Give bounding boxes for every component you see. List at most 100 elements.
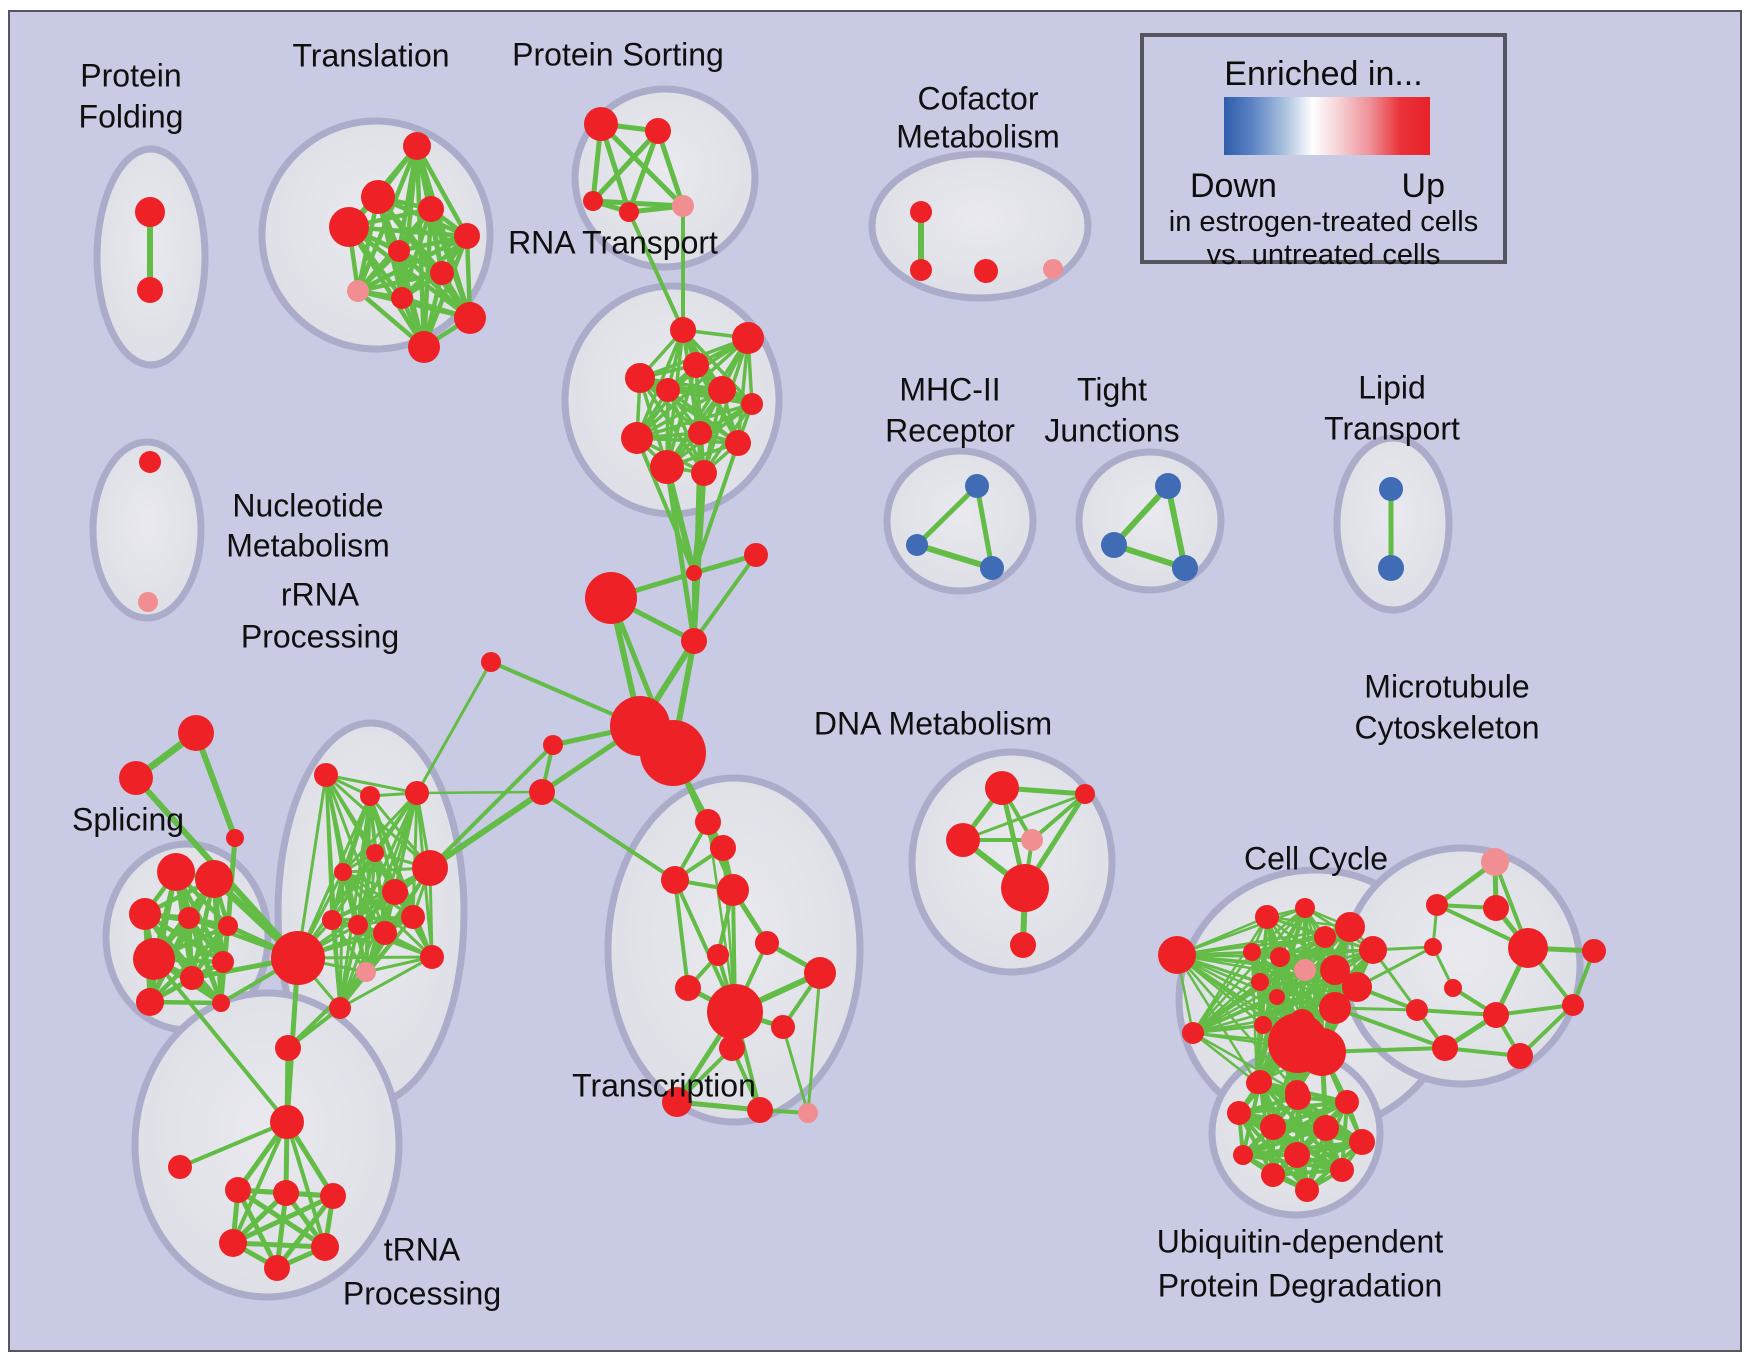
enrichment-edge [598, 121, 686, 209]
gene-set-node-ubiquitin-dependent-protein-degradation [1260, 1114, 1286, 1140]
enrichment-edge [231, 1120, 289, 1245]
gene-set-node-ubiquitin-dependent-protein-degradation [1285, 1084, 1311, 1110]
gene-set-node-protein-folding [135, 197, 165, 227]
gene-set-node-transcription [755, 931, 779, 955]
enrichment-edge [655, 128, 686, 209]
enrichment-edge [1165, 483, 1188, 571]
enrichment-edge [178, 1120, 289, 1169]
gene-set-node-cell-cycle [1342, 972, 1372, 1002]
gene-set-node-translation [454, 302, 486, 334]
gene-set-node-lipid-transport [1378, 555, 1404, 581]
gene-set-node-microtubule-cytoskeleton [1507, 1043, 1533, 1069]
gene-set-node-rrna-processing [405, 781, 429, 805]
gene-set-node-cell-cycle [1243, 943, 1261, 961]
enrichment-edge [330, 918, 342, 1010]
enrichment-edge [1191, 906, 1307, 1035]
enrichment-edge [1278, 948, 1375, 959]
gene-set-node-translation [347, 280, 369, 302]
gene-set-node-translation [418, 196, 444, 222]
enrichment-edge [338, 955, 434, 1010]
cluster-ellipse-nucleotide-metabolism [89, 438, 205, 622]
gene-set-node-cell-cycle [1320, 955, 1350, 985]
enrichment-edge [1250, 950, 1259, 1085]
gene-set-node-bridge [744, 543, 768, 567]
gene-set-node-dna-metabolism [1075, 784, 1095, 804]
enrichment-edge [1030, 792, 1087, 842]
gene-set-node-cell-cycle [1295, 898, 1315, 918]
gene-set-node-rrna-processing [412, 850, 448, 886]
enrichment-edge [635, 436, 696, 575]
enrichment-edge [1271, 1140, 1364, 1177]
gene-set-node-cell-cycle [1319, 992, 1351, 1024]
cluster-label-microtubule-cytoskeleton: Cytoskeleton [1355, 709, 1540, 745]
gene-set-node-translation [361, 180, 395, 214]
gene-set-node-splicing [136, 988, 164, 1016]
cluster-ellipse-protein-sorting [571, 85, 759, 271]
gene-set-node-trna-processing [311, 1233, 339, 1261]
gene-set-node-cell-cycle [1269, 989, 1285, 1005]
gene-set-node-protein-sorting [583, 191, 603, 211]
cluster-label-tight-junctions: Junctions [1044, 412, 1179, 448]
enrichment-edge [673, 878, 690, 990]
gene-set-node-microtubule-cytoskeleton [1483, 895, 1509, 921]
gene-set-node-dna-metabolism [946, 823, 980, 857]
gene-set-node-protein-sorting [645, 118, 671, 144]
gene-set-node-microtubule-cytoskeleton [1426, 894, 1448, 916]
enrichment-edge [193, 730, 238, 841]
enrichment-edge [330, 794, 372, 922]
enrichment-edge [415, 790, 544, 795]
enrichment-edge [147, 923, 231, 1005]
gene-set-node-rna-transport [708, 376, 736, 404]
enrichment-edge [1191, 950, 1254, 1035]
gene-set-node-cell-cycle [1251, 973, 1269, 991]
gene-set-node-microtubule-cytoskeleton [1444, 979, 1462, 997]
cluster-label-tight-junctions: Tight [1077, 371, 1147, 407]
gene-set-node-cofactor-metabolism [910, 259, 932, 281]
enrichment-edge [1241, 1126, 1328, 1157]
gene-set-node-translation [430, 261, 454, 285]
enrichment-edge [330, 918, 368, 974]
gene-set-node-microtubule-cytoskeleton [1424, 938, 1442, 956]
enrichment-edge [338, 794, 372, 1010]
cluster-label-protein-folding: Folding [79, 98, 184, 134]
gene-set-node-bridge [481, 652, 501, 672]
cluster-label-lipid-transport: Lipid [1358, 369, 1426, 405]
gene-set-node-microtubule-cytoskeleton [1508, 928, 1548, 968]
gene-set-node-ubiquitin-dependent-protein-degradation [1227, 1101, 1251, 1125]
cluster-label-protein-sorting: Protein Sorting [512, 36, 724, 72]
gene-set-node-translation [391, 287, 413, 309]
enrichment-edge [961, 792, 1087, 842]
cluster-label-trna-processing: Processing [343, 1275, 501, 1311]
enrichment-edge [1191, 995, 1279, 1035]
legend-subtitle-line1: in estrogen-treated cells [1168, 206, 1479, 238]
gene-set-node-splicing [129, 898, 161, 930]
enrichment-edge [1415, 1008, 1498, 1017]
gene-set-node-ubiquitin-dependent-protein-degradation [1349, 1129, 1375, 1155]
enrichment-edge [540, 790, 677, 882]
enrichment-edge [1175, 906, 1307, 957]
gene-set-node-rna-transport [725, 430, 751, 456]
enrichment-edge [1191, 968, 1307, 1035]
legend-down-label: Down [1190, 167, 1277, 205]
enrichment-edge [1333, 1006, 1447, 1050]
enrichment-edge [396, 248, 473, 321]
enrichment-edge [296, 794, 372, 960]
enrichment-edge [1191, 980, 1262, 1035]
cluster-label-ubiquitin-dependent-protein-degradation: Protein Degradation [1158, 1267, 1443, 1303]
gene-set-node-ubiquitin-dependent-protein-degradation [1261, 1163, 1285, 1187]
enrichment-edge [427, 789, 545, 871]
enrichment-edge [692, 553, 758, 643]
cluster-label-rna-transport: RNA Transport [508, 224, 718, 260]
gene-set-node-cell-cycle [1359, 936, 1387, 964]
cluster-ellipse-tight-junctions [1075, 448, 1225, 594]
gene-set-node-microtubule-cytoskeleton [1406, 999, 1428, 1021]
gene-set-node-trna-processing [270, 1105, 304, 1139]
gene-set-node-splicing [180, 966, 204, 990]
gene-set-node-splicing [133, 938, 175, 980]
gene-set-node-splicing [212, 994, 230, 1012]
gene-set-node-rna-transport [683, 352, 709, 378]
gene-set-node-translation [408, 331, 440, 363]
gene-set-node-translation [454, 223, 480, 249]
enrichment-edge [414, 143, 470, 239]
